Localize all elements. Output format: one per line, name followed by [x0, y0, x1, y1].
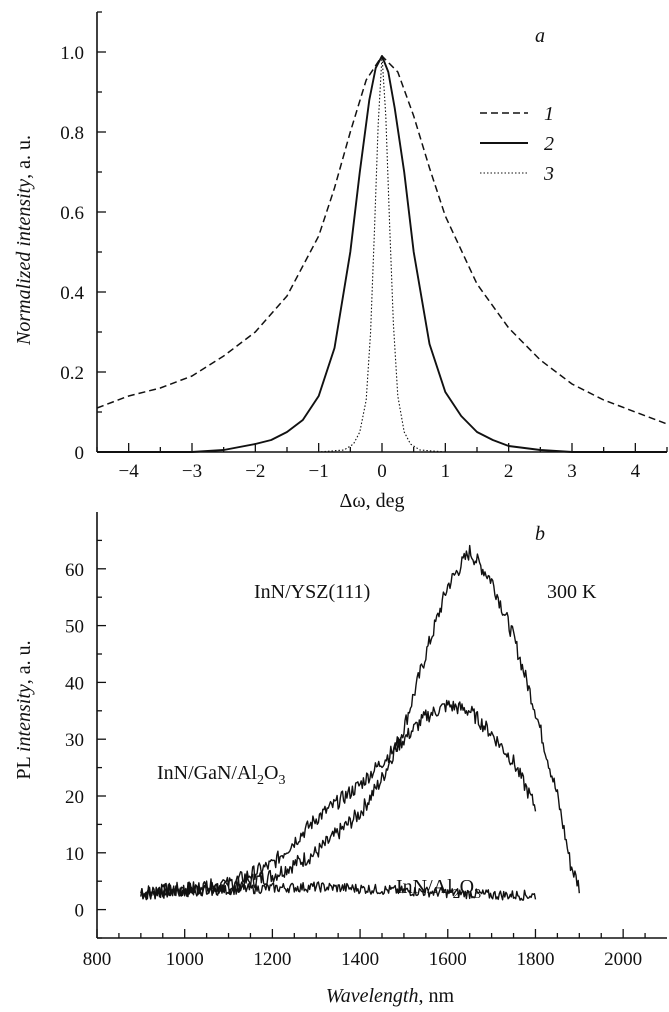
panel-b-x-tick-label: 1400	[341, 949, 379, 970]
panel-b-y-tick-label: 40	[65, 673, 84, 694]
panel-a-chart: −4 −3 −2 −1 0 1 2 3 4 0 0.2 0.4 0.6 0.8 1.0 1 2 3 a Δω, …	[13, 11, 668, 512]
panel-a-y-tick-label: 1.0	[60, 43, 84, 64]
legend-label-3: 3	[543, 163, 554, 185]
panel-b-y-tick-label: 10	[65, 844, 84, 865]
panel-b-y-tick-label: 60	[65, 560, 84, 581]
panel-b-y-label-text: intensity	[13, 684, 35, 752]
panel-b-series-line	[140, 699, 537, 901]
series-label-2: InN/GaN/Al2O3	[157, 762, 285, 788]
panel-a-series-2-line	[97, 55, 667, 453]
panel-a-series-1-line	[96, 55, 668, 425]
panel-b-y-tick-label: 0	[75, 901, 85, 922]
panel-a-y-tick-label: 0.4	[60, 283, 84, 304]
legend-label-2: 2	[544, 133, 554, 155]
panel-a-y-label-prefix: Normalized	[13, 251, 35, 346]
panel-a-y-tick-label: 0	[75, 443, 85, 464]
panel-a-x-tick-label: 4	[631, 461, 641, 482]
panel-a-series-3-line	[97, 55, 667, 453]
panel-b-series	[140, 544, 580, 901]
panel-b-y-label-prefix: PL	[13, 757, 35, 780]
panel-b-y-tick-label: 20	[65, 787, 84, 808]
panel-a-legend: 1 2 3	[480, 103, 554, 185]
panel-a-y-tick-label: 0.6	[60, 203, 84, 224]
panel-a-y-label: Normalized intensity, a. u.	[13, 135, 35, 346]
legend-label-1: 1	[544, 103, 554, 125]
panel-a-y-tick-label: 0.8	[60, 123, 84, 144]
panel-a-y-label-suffix: , a. u.	[13, 135, 35, 179]
panel-b-series-labels: InN/YSZ(111) InN/GaN/Al2O3 InN/Al2O3	[157, 581, 481, 902]
panel-a-x-label: Δω, deg	[340, 490, 405, 512]
panel-a-x-tick-label: 1	[441, 461, 451, 482]
panel-a-y-tick-label: 0.2	[60, 363, 84, 384]
panel-b-ticks: 800 1000 1200 1400 1600 1800 2000 0 10 20 30 40 50 60	[65, 539, 646, 970]
panel-a-x-tick-label: −4	[119, 461, 140, 482]
panel-b-x-tick-label: 800	[83, 949, 112, 970]
panel-a-y-label-text: intensity	[13, 179, 35, 247]
panel-b-x-tick-label: 1200	[253, 949, 291, 970]
panel-b-y-label: PL intensity, a. u.	[13, 640, 35, 779]
panel-a-ticks: −4 −3 −2 −1 0 1 2 3 4 0 0.2 0.4 0.6 0.8 1.0	[60, 11, 668, 482]
panel-b-x-tick-label: 1000	[166, 949, 204, 970]
panel-b-y-tick-label: 50	[65, 617, 84, 638]
panel-b-x-label-suffix: , nm	[419, 985, 455, 1007]
panel-a-x-tick-label: −3	[182, 461, 202, 482]
panel-a-x-tick-label: 0	[377, 461, 387, 482]
panel-a-x-tick-label: 2	[504, 461, 514, 482]
panel-a-series	[96, 55, 668, 453]
panel-b-chart: 800 1000 1200 1400 1600 1800 2000 0 10 20 30 40 50 60…	[13, 512, 667, 1007]
panel-b-x-label-text: Wavelength	[326, 985, 419, 1007]
series-label-3: InN/Al2O3	[396, 876, 481, 902]
panel-b-y-tick-label: 30	[65, 730, 84, 751]
panel-b-x-tick-label: 2000	[604, 949, 642, 970]
panel-a-x-tick-label: 3	[567, 461, 577, 482]
panel-b-x-label: Wavelength, nm	[326, 985, 455, 1007]
panel-a-letter: a	[535, 25, 545, 47]
panel-b-y-label-suffix: , a. u.	[13, 640, 35, 684]
panel-b-series-line	[140, 881, 537, 901]
series-label-1: InN/YSZ(111)	[254, 581, 370, 603]
panel-b-x-tick-label: 1800	[516, 949, 554, 970]
panel-a-x-tick-label: −2	[245, 461, 265, 482]
temperature-annotation: 300 K	[547, 581, 597, 603]
panel-a-x-tick-label: −1	[309, 461, 329, 482]
panel-b-x-tick-label: 1600	[429, 949, 467, 970]
panel-b-letter: b	[535, 523, 545, 545]
